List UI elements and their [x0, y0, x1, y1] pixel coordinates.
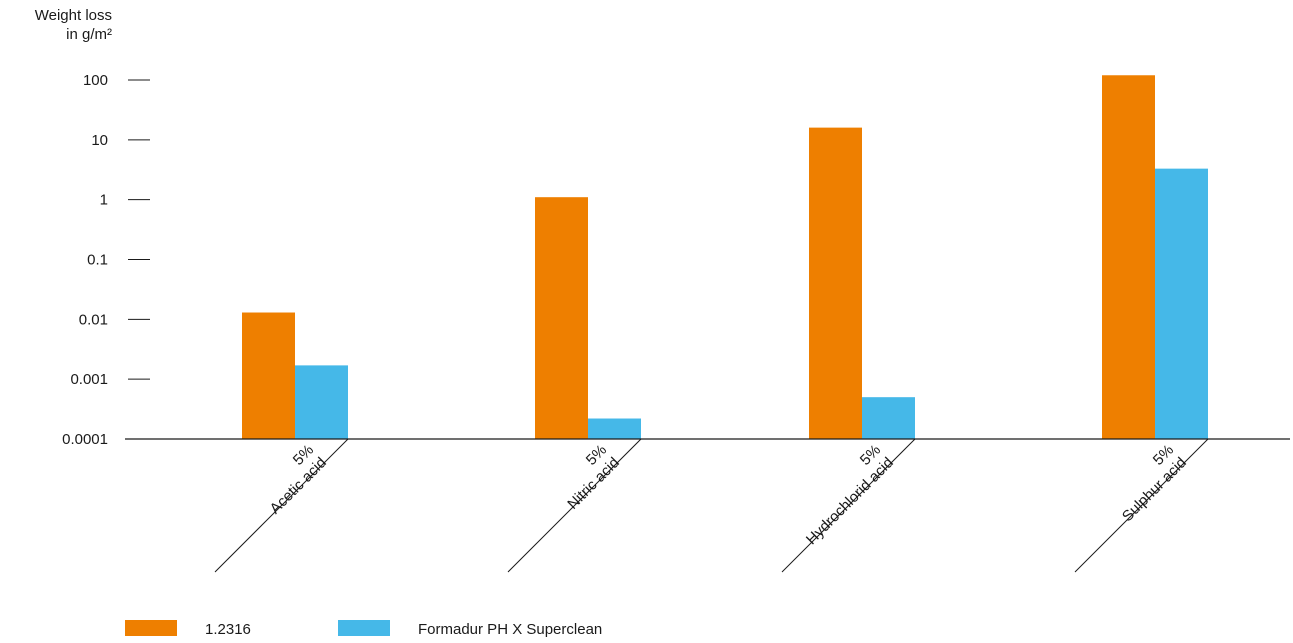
bar-series-2-cat-4 — [1155, 168, 1208, 439]
y-axis-ticks: 100 10 1 0.1 0.01 0.001 0.0001 — [62, 72, 150, 448]
y-tick-label: 0.001 — [70, 371, 108, 388]
bars — [242, 75, 1208, 440]
legend-label-1-2316: 1.2316 — [205, 621, 251, 638]
y-tick-label: 0.0001 — [62, 431, 108, 448]
category-leader-line — [507, 438, 642, 573]
legend-swatch-1-2316 — [125, 620, 177, 636]
bar-series-1-cat-2 — [535, 197, 588, 439]
y-tick-label: 10 — [91, 132, 108, 149]
y-tick-label: 1 — [100, 192, 108, 209]
y-tick-label: 100 — [83, 72, 108, 89]
category-leader-line — [214, 438, 349, 573]
bar-series-1-cat-3 — [809, 127, 862, 440]
category-label-2: 5%Nitric acid — [564, 441, 623, 512]
category-labels: 5%Acetic acid 5%Nitric acid 5%Hydrochlorid… — [214, 438, 1209, 573]
category-leader-line — [781, 438, 916, 573]
y-tick-label: 0.01 — [79, 311, 108, 328]
bar-series-1-cat-4 — [1102, 75, 1155, 439]
category-label-1: 5%Acetic acid — [267, 441, 330, 517]
category-label-line-2: Hydrochlorid acid — [803, 454, 897, 548]
bar-series-2-cat-1 — [295, 365, 348, 439]
y-tick-label: 0.1 — [87, 252, 108, 269]
legend-swatch-formadur — [338, 620, 390, 636]
category-label-line-2: Sulphur acid — [1119, 454, 1190, 525]
category-leader-line — [1074, 438, 1209, 573]
bar-series-2-cat-3 — [862, 397, 915, 439]
y-axis-title-line-1: Weight loss — [34, 7, 112, 24]
y-axis-title-line-2: in g/m² — [66, 26, 112, 43]
bar-series-1-cat-1 — [242, 312, 295, 439]
category-label-4: 5%Sulphur acid — [1119, 441, 1190, 525]
bar-series-2-cat-2 — [588, 418, 641, 439]
category-label-3: 5%Hydrochlorid acid — [803, 441, 897, 548]
legend-label-formadur: Formadur PH X Superclean — [418, 621, 603, 638]
y-axis-title: Weight loss in g/m² — [0, 6, 112, 44]
